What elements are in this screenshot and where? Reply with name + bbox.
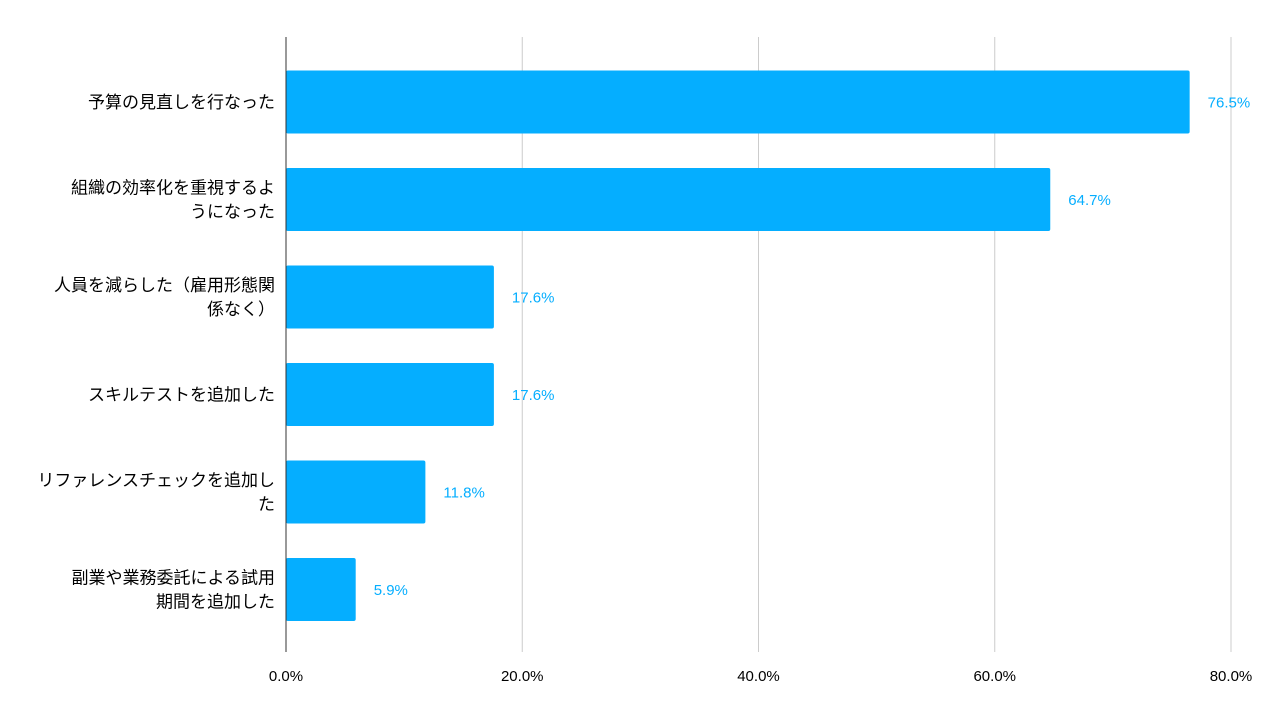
x-tick-label: 0.0% [269,668,303,685]
x-tick-label: 60.0% [973,668,1016,685]
x-tick-label: 80.0% [1210,668,1253,685]
value-label: 64.7% [1068,192,1111,209]
category-label: 人員を減らした（雇用形態関係なく） [54,276,275,320]
category-label: スキルテストを追加した [88,386,275,406]
category-label-line: 副業や業務委託による試用 [72,569,276,589]
category-label: リファレンスチェックを追加した [37,471,275,515]
category-label-line: 期間を追加した [156,593,275,613]
category-label: 組織の効率化を重視するようになった [71,179,275,223]
category-label-line: 予算の見直しを行なった [88,93,275,113]
value-label: 17.6% [512,387,555,404]
bar-layer [286,70,1190,621]
label-layer: 0.0% 20.0% 40.0% 60.0% 80.0% 76.5% 予算の見直しを行なった… [37,93,1252,685]
category-label-line: うになった [190,203,275,223]
value-label: 5.9% [374,582,408,599]
x-tick-label: 20.0% [501,668,544,685]
category-label-line: リファレンスチェックを追加し [37,471,275,491]
value-label: 11.8% [443,485,484,502]
category-label: 副業や業務委託による試用期間を追加した [72,569,276,613]
bar [286,70,1190,134]
grid-layer [521,37,1232,652]
bar [286,558,356,621]
category-label-line: スキルテストを追加した [88,386,275,406]
category-label-line: 組織の効率化を重視するよ [71,179,275,199]
value-label: 17.6% [512,290,555,307]
bar [286,168,1051,231]
category-label: 予算の見直しを行なった [88,93,275,113]
bar [286,460,426,524]
category-label-line: 係なく） [207,300,275,320]
bar [286,363,494,426]
category-label-line: た [258,495,275,515]
x-tick-label: 40.0% [737,668,780,685]
value-label: 76.5% [1208,95,1251,112]
category-label-line: 人員を減らした（雇用形態関 [54,276,275,296]
bar [286,265,494,329]
